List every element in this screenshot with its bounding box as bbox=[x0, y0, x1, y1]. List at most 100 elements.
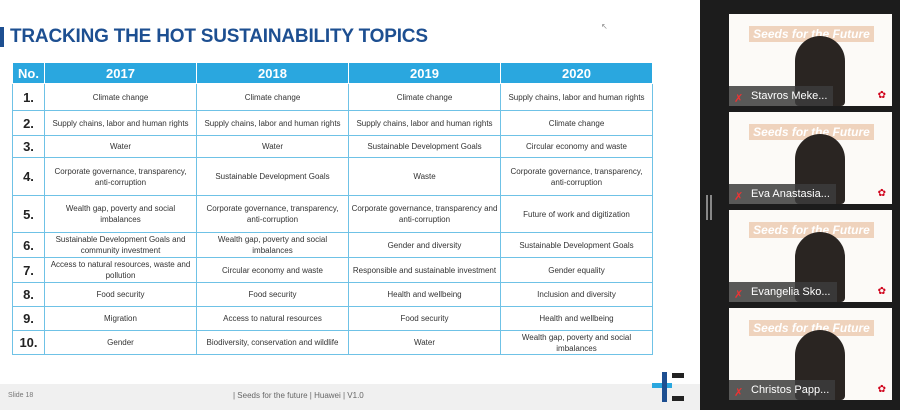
rank-cell: 9. bbox=[12, 306, 45, 331]
rank-cell: 1. bbox=[12, 83, 45, 111]
rank-cell: 10. bbox=[12, 330, 45, 355]
background-banner: Seeds for the Future bbox=[749, 320, 874, 336]
topic-cell: Wealth gap, poverty and social imbalance… bbox=[196, 232, 349, 258]
topic-cell: Water bbox=[196, 135, 349, 158]
table-row: 3. Water Water Sustainable Development Goal… bbox=[12, 135, 653, 158]
topic-cell: Sustainable Development Goals bbox=[196, 157, 349, 196]
topic-cell: Health and wellbeing bbox=[348, 282, 501, 307]
topic-cell: Corporate governance, transparency, anti… bbox=[196, 195, 349, 233]
muted-mic-icon: ✗ bbox=[734, 387, 744, 399]
table-row: 8. Food security Food security Health and w… bbox=[12, 282, 653, 307]
topic-cell: Supply chains, labor and human rights bbox=[196, 110, 349, 136]
topic-cell: Access to natural resources bbox=[196, 306, 349, 331]
participant-name-label: ✗ Christos Papp... bbox=[729, 380, 836, 400]
participant-name-label: ✗ Evangelia Sko... bbox=[729, 282, 837, 302]
table-row: 1. Climate change Climate change Climate ch… bbox=[12, 83, 653, 111]
rank-cell: 4. bbox=[12, 157, 45, 196]
topic-cell: Migration bbox=[44, 306, 197, 331]
topic-cell: Inclusion and diversity bbox=[500, 282, 653, 307]
topic-cell: Sustainable Development Goals and commun… bbox=[44, 232, 197, 258]
topic-cell: Circular economy and waste bbox=[500, 135, 653, 158]
topic-cell: Responsible and sustainable investment bbox=[348, 257, 501, 283]
rank-cell: 2. bbox=[12, 110, 45, 136]
rank-cell: 7. bbox=[12, 257, 45, 283]
topic-cell: Access to natural resources, waste and p… bbox=[44, 257, 197, 283]
table-header-row: No. 2017 2018 2019 2020 bbox=[12, 62, 653, 84]
participant-video-tile[interactable]: Seeds for the Future ✗ Stavros Meke... ✿ bbox=[729, 14, 892, 106]
topic-cell: Climate change bbox=[500, 110, 653, 136]
participant-name: Evangelia Sko... bbox=[751, 286, 831, 298]
slide-number: Slide 18 bbox=[8, 392, 34, 399]
table-row: 5. Wealth gap, poverty and social imbalan… bbox=[12, 195, 653, 233]
topic-cell: Waste bbox=[348, 157, 501, 196]
topic-cell: Gender and diversity bbox=[348, 232, 501, 258]
table-row: 4. Corporate governance, transparency, an… bbox=[12, 157, 653, 196]
slide-title: TRACKING THE HOT SUSTAINABILITY TOPICS bbox=[0, 26, 428, 48]
participant-name-label: ✗ Eva Anastasia... bbox=[729, 184, 836, 204]
topic-cell: Corporate governance, transparency and a… bbox=[348, 195, 501, 233]
shared-slide: TRACKING THE HOT SUSTAINABILITY TOPICS ↖… bbox=[0, 0, 700, 410]
participant-name: Christos Papp... bbox=[751, 384, 830, 396]
topic-cell: Supply chains, labor and human rights bbox=[500, 83, 653, 111]
topic-cell: Sustainable Development Goals bbox=[500, 232, 653, 258]
slide-footer: Slide 18 | Seeds for the future | Huawei… bbox=[0, 384, 700, 410]
topic-cell: Food security bbox=[196, 282, 349, 307]
topics-table: No. 2017 2018 2019 2020 1. Climate change Clim… bbox=[12, 62, 653, 355]
topic-cell: Gender equality bbox=[500, 257, 653, 283]
slide-title-text: TRACKING THE HOT SUSTAINABILITY TOPICS bbox=[10, 26, 428, 47]
topic-cell: Food security bbox=[44, 282, 197, 307]
topic-cell: Climate change bbox=[196, 83, 349, 111]
topic-cell: Climate change bbox=[44, 83, 197, 111]
topic-cell: Climate change bbox=[348, 83, 501, 111]
column-header: No. bbox=[12, 62, 45, 84]
topic-cell: Wealth gap, poverty and social imbalance… bbox=[44, 195, 197, 233]
muted-mic-icon: ✗ bbox=[734, 191, 744, 203]
topic-cell: Wealth gap, poverty and social imbalance… bbox=[500, 330, 653, 355]
muted-mic-icon: ✗ bbox=[734, 289, 744, 301]
huawei-logo-icon: ✿ bbox=[877, 286, 886, 297]
background-banner: Seeds for the Future bbox=[749, 124, 874, 140]
column-header: 2019 bbox=[348, 62, 501, 84]
participant-video-tile[interactable]: Seeds for the Future ✗ Eva Anastasia... ✿ bbox=[729, 112, 892, 204]
participant-name: Stavros Meke... bbox=[751, 90, 828, 102]
background-banner: Seeds for the Future bbox=[749, 26, 874, 42]
rank-cell: 3. bbox=[12, 135, 45, 158]
topic-cell: Future of work and digitization bbox=[500, 195, 653, 233]
table-row: 6. Sustainable Development Goals and comm… bbox=[12, 232, 653, 258]
title-accent-bar bbox=[0, 27, 4, 47]
table-row: 7. Access to natural resources, waste and… bbox=[12, 257, 653, 283]
huawei-logo-icon: ✿ bbox=[877, 90, 886, 101]
participant-name-label: ✗ Stavros Meke... bbox=[729, 86, 834, 106]
rank-cell: 6. bbox=[12, 232, 45, 258]
huawei-logo-icon: ✿ bbox=[877, 188, 886, 199]
topic-cell: Biodiversity, conservation and wildlife bbox=[196, 330, 349, 355]
background-banner: Seeds for the Future bbox=[749, 222, 874, 238]
mouse-cursor-icon: ↖ bbox=[601, 22, 608, 31]
participant-name: Eva Anastasia... bbox=[751, 188, 830, 200]
participant-video-tile[interactable]: Seeds for the Future ✗ Christos Papp... ✿ bbox=[729, 308, 892, 400]
topic-cell: Gender bbox=[44, 330, 197, 355]
topic-cell: Supply chains, labor and human rights bbox=[44, 110, 197, 136]
topic-cell: Water bbox=[44, 135, 197, 158]
topic-cell: Sustainable Development Goals bbox=[348, 135, 501, 158]
rank-cell: 5. bbox=[12, 195, 45, 233]
topic-cell: Health and wellbeing bbox=[500, 306, 653, 331]
footer-text: | Seeds for the future | Huawei | V1.0 bbox=[233, 391, 364, 400]
table-row: 2. Supply chains, labor and human rights S… bbox=[12, 110, 653, 136]
table-row: 9. Migration Access to natural resources Fo… bbox=[12, 306, 653, 331]
plus-equals-logo-icon bbox=[652, 372, 684, 402]
muted-mic-icon: ✗ bbox=[734, 93, 744, 105]
topic-cell: Food security bbox=[348, 306, 501, 331]
column-header: 2018 bbox=[196, 62, 349, 84]
topic-cell: Corporate governance, transparency, anti… bbox=[44, 157, 197, 196]
panel-resize-handle[interactable] bbox=[706, 195, 712, 220]
topic-cell: Water bbox=[348, 330, 501, 355]
topic-cell: Corporate governance, transparency, anti… bbox=[500, 157, 653, 196]
column-header: 2020 bbox=[500, 62, 653, 84]
rank-cell: 8. bbox=[12, 282, 45, 307]
topic-cell: Supply chains, labor and human rights bbox=[348, 110, 501, 136]
participant-video-tile[interactable]: Seeds for the Future ✗ Evangelia Sko... ✿ bbox=[729, 210, 892, 302]
topic-cell: Circular economy and waste bbox=[196, 257, 349, 283]
huawei-logo-icon: ✿ bbox=[877, 384, 886, 395]
column-header: 2017 bbox=[44, 62, 197, 84]
